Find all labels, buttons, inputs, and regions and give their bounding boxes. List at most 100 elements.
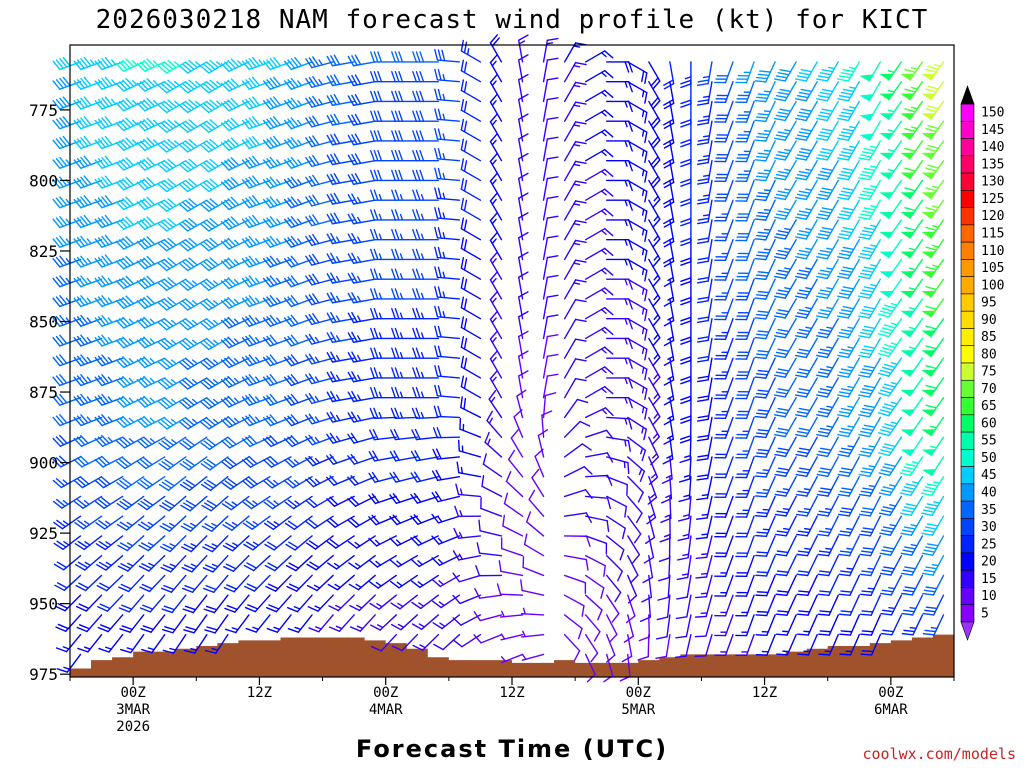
wind-barb <box>563 219 587 241</box>
wind-barb <box>200 217 229 232</box>
wind-barb <box>73 56 103 71</box>
wind-barb <box>456 461 482 478</box>
wind-barb <box>500 653 524 664</box>
x-tick-label: 00Z <box>120 685 145 701</box>
y-tick-label: 925 <box>29 524 58 543</box>
wind-barb <box>735 337 755 360</box>
wind-barb <box>584 653 596 683</box>
wind-barb <box>817 515 839 537</box>
wind-barb <box>680 199 692 227</box>
wind-barb <box>412 70 440 83</box>
wind-barb <box>774 120 797 141</box>
colorbar-segment <box>960 466 975 485</box>
wind-barb <box>434 325 461 340</box>
wind-barb <box>858 159 882 181</box>
wind-barb <box>837 258 860 280</box>
wind-barb <box>921 396 945 417</box>
x-tick-label: 12Z <box>752 685 777 701</box>
wind-barb <box>563 318 587 340</box>
x-tick-label: 00Z <box>626 685 651 701</box>
wind-barb <box>563 420 591 438</box>
wind-barb <box>714 140 734 163</box>
wind-barb <box>900 554 924 576</box>
colorbar-label: 120 <box>981 209 1004 224</box>
wind-barb <box>76 614 103 633</box>
wind-barb <box>157 198 187 212</box>
wind-barb <box>921 238 945 259</box>
wind-barb <box>774 416 797 438</box>
wind-barb <box>157 396 187 410</box>
wind-barb <box>542 334 559 359</box>
wind-barb <box>136 316 166 329</box>
colorbar-segment <box>960 293 975 312</box>
wind-barb <box>680 100 692 128</box>
wind-barb <box>136 117 166 132</box>
wind-barb <box>454 505 482 518</box>
wind-barb <box>860 614 882 636</box>
wind-barb <box>584 247 614 261</box>
wind-barb <box>116 515 145 531</box>
wind-barb <box>115 415 145 428</box>
wind-barb <box>674 633 692 659</box>
wind-barb <box>838 554 860 577</box>
wind-barb <box>584 69 614 83</box>
wind-barb <box>73 275 103 288</box>
wind-barb <box>920 475 945 497</box>
wind-barb <box>859 80 882 102</box>
wind-barb <box>921 357 945 377</box>
colorbar-label: 150 <box>981 106 1004 121</box>
wind-barb <box>412 307 440 320</box>
wind-barb <box>220 257 250 270</box>
wind-barb <box>502 514 524 537</box>
y-tick-label: 850 <box>29 313 58 332</box>
x-axis-label: Forecast Time (UTC) <box>356 735 668 763</box>
wind-barb <box>735 278 755 301</box>
wind-barb <box>817 554 839 577</box>
wind-barb <box>115 58 145 72</box>
wind-barb <box>735 357 755 380</box>
wind-barb <box>877 298 903 318</box>
wind-barb <box>648 120 661 149</box>
wind-barb <box>305 95 334 108</box>
wind-barb <box>412 149 440 162</box>
wind-barb <box>648 238 661 268</box>
wind-barb <box>922 574 945 596</box>
wind-barb <box>73 295 103 308</box>
wind-barb <box>900 159 924 180</box>
wind-barb <box>754 199 776 221</box>
colorbar-segment <box>960 518 975 536</box>
wind-barb <box>584 267 614 280</box>
wind-barb <box>412 386 440 399</box>
wind-barb <box>162 614 187 634</box>
wind-barb <box>837 456 860 477</box>
colorbar-label: 50 <box>981 451 997 466</box>
wind-barb <box>498 560 524 577</box>
wind-barb <box>96 554 124 571</box>
wind-barb <box>115 117 145 132</box>
wind-barb <box>305 434 334 446</box>
colorbar-segment <box>960 103 975 122</box>
wind-barb <box>696 80 713 106</box>
wind-barb <box>73 195 103 209</box>
wind-barb <box>627 219 648 243</box>
wind-barb <box>220 216 250 230</box>
wind-barb <box>202 535 229 553</box>
wind-barb <box>663 159 675 189</box>
wind-barb <box>735 140 755 163</box>
wind-barb <box>262 334 292 347</box>
wind-barb <box>347 351 376 363</box>
wind-barb <box>200 377 229 390</box>
wind-barb <box>899 456 924 477</box>
wind-barb <box>696 61 713 87</box>
wind-barb <box>370 347 397 359</box>
wind-barb <box>412 189 440 201</box>
wind-barb <box>117 554 145 572</box>
wind-barb <box>503 492 524 517</box>
wind-barb <box>202 554 229 573</box>
wind-barb <box>183 614 208 634</box>
wind-barb <box>627 61 648 85</box>
wind-barb <box>680 258 692 286</box>
wind-barb <box>244 574 271 592</box>
wind-barb <box>243 554 271 572</box>
wind-barb <box>696 258 713 284</box>
